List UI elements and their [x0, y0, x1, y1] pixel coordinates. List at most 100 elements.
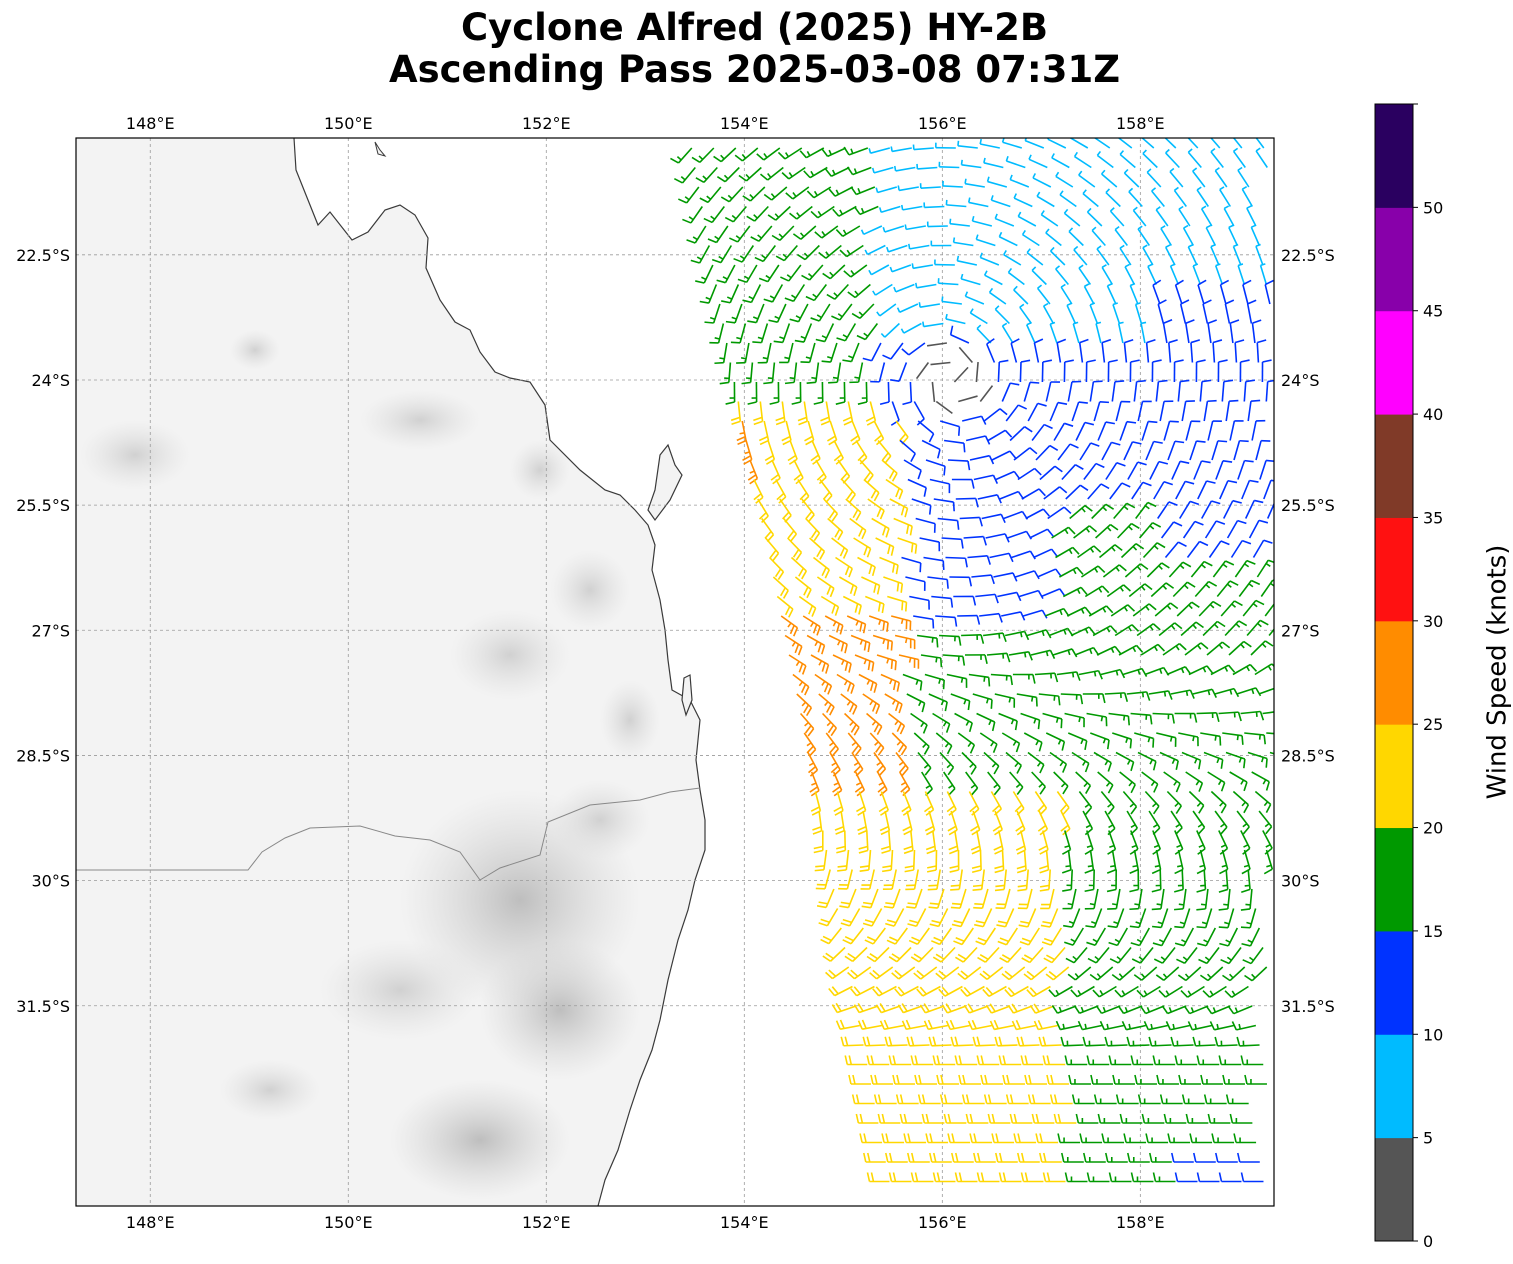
- wind-barb: [1106, 283, 1117, 305]
- wind-barb: [1041, 359, 1053, 383]
- barb-flag: [901, 767, 909, 776]
- barb-flag: [839, 625, 844, 635]
- barb-flag: [954, 617, 958, 627]
- barb-flag: [909, 919, 919, 924]
- barb-half-flag: [1105, 781, 1111, 787]
- wind-barb: [1096, 645, 1122, 656]
- barb-flag: [842, 939, 852, 945]
- wind-barb: [1256, 339, 1267, 363]
- barb-half-flag: [1090, 920, 1097, 925]
- lon-tick-label-bottom: 148°E: [126, 1213, 175, 1232]
- barb-staff: [1227, 888, 1231, 909]
- barb-flag: [992, 743, 998, 753]
- wind-barb: [866, 1055, 890, 1066]
- barb-flag: [1241, 888, 1251, 893]
- wind-barb: [924, 673, 945, 690]
- barb-staff: [1093, 138, 1111, 149]
- barb-staff: [949, 222, 970, 227]
- barb-staff: [834, 283, 849, 300]
- barb-half-flag: [964, 178, 967, 184]
- barb-flag: [1079, 1133, 1083, 1143]
- barb-flag: [840, 472, 848, 481]
- barb-half-flag: [1019, 632, 1023, 638]
- barb-half-flag: [1188, 244, 1194, 248]
- wind-barb: [1214, 687, 1240, 698]
- barb-staff: [724, 264, 736, 284]
- wind-barb: [1060, 693, 1084, 705]
- barb-flag: [1180, 299, 1190, 305]
- barb-staff: [1089, 304, 1099, 324]
- barb-flag: [879, 401, 890, 406]
- wind-barb: [1200, 1074, 1223, 1085]
- barb-flag: [789, 212, 798, 220]
- wind-barb: [1063, 908, 1081, 928]
- wind-barb: [938, 985, 963, 997]
- barb-flag: [1148, 1152, 1153, 1163]
- wind-barb: [1189, 1133, 1213, 1144]
- barb-half-flag: [680, 176, 686, 181]
- wind-barb: [772, 576, 789, 599]
- wind-barb: [1159, 1094, 1183, 1105]
- barb-flag: [1035, 1113, 1040, 1124]
- wind-barb: [1040, 888, 1055, 910]
- barb-flag: [801, 665, 807, 675]
- barb-flag: [1107, 925, 1117, 929]
- barb-staff: [1093, 751, 1112, 764]
- barb-flag: [741, 381, 751, 385]
- barb-flag: [1176, 958, 1186, 965]
- barb-staff: [976, 327, 992, 344]
- barb-flag: [928, 1152, 933, 1163]
- barb-flag: [938, 988, 946, 997]
- barb-staff: [1040, 588, 1061, 598]
- barb-half-flag: [938, 678, 942, 684]
- wind-barb: [1023, 732, 1043, 752]
- barb-flag: [1218, 1172, 1223, 1182]
- wind-barb: [1063, 208, 1081, 227]
- barb-staff: [938, 282, 959, 286]
- wind-barb: [803, 166, 828, 179]
- barb-half-flag: [722, 276, 728, 280]
- barb-flag: [980, 1074, 984, 1085]
- barb-half-flag: [757, 336, 763, 340]
- wind-barb: [856, 791, 867, 816]
- barb-flag: [1126, 1036, 1131, 1047]
- barb-flag: [1155, 974, 1165, 981]
- wind-barb: [897, 185, 919, 192]
- wind-barb: [1097, 1113, 1121, 1124]
- barb-staff: [1123, 1005, 1143, 1015]
- barb-half-flag: [849, 721, 854, 726]
- barb-staff: [1116, 927, 1129, 946]
- wind-barb: [1043, 946, 1066, 964]
- wind-barb: [1210, 664, 1236, 676]
- barb-flag: [998, 1036, 1003, 1046]
- barb-staff: [1181, 401, 1187, 422]
- barb-flag: [837, 869, 847, 872]
- wind-barb: [857, 381, 868, 405]
- barb-half-flag: [827, 355, 833, 359]
- barb-half-flag: [976, 324, 982, 330]
- barb-half-flag: [894, 720, 899, 726]
- barb-flag: [977, 956, 986, 963]
- barb-flag: [856, 806, 865, 813]
- barb-flag: [1167, 690, 1173, 700]
- barb-flag: [879, 825, 889, 832]
- wind-barb: [902, 381, 913, 406]
- wind-barb: [1163, 420, 1179, 441]
- wind-barb: [963, 535, 987, 546]
- barb-staff: [899, 439, 916, 455]
- barb-flag: [810, 454, 819, 462]
- wind-barb: [1177, 966, 1202, 982]
- wind-barb: [1053, 1113, 1077, 1124]
- wind-barb: [970, 810, 981, 836]
- wind-barb: [1086, 927, 1107, 947]
- barb-staff: [741, 245, 755, 263]
- barb-flag: [1016, 865, 1026, 870]
- barb-flag: [1175, 783, 1181, 793]
- wind-barb: [695, 166, 718, 184]
- lat-tick-label-right: 30°S: [1281, 872, 1320, 891]
- barb-half-flag: [1278, 711, 1279, 716]
- barb-half-flag: [824, 701, 829, 707]
- barb-staff: [1001, 325, 1014, 344]
- gridlines: [76, 138, 1274, 1206]
- barb-half-flag: [769, 295, 775, 300]
